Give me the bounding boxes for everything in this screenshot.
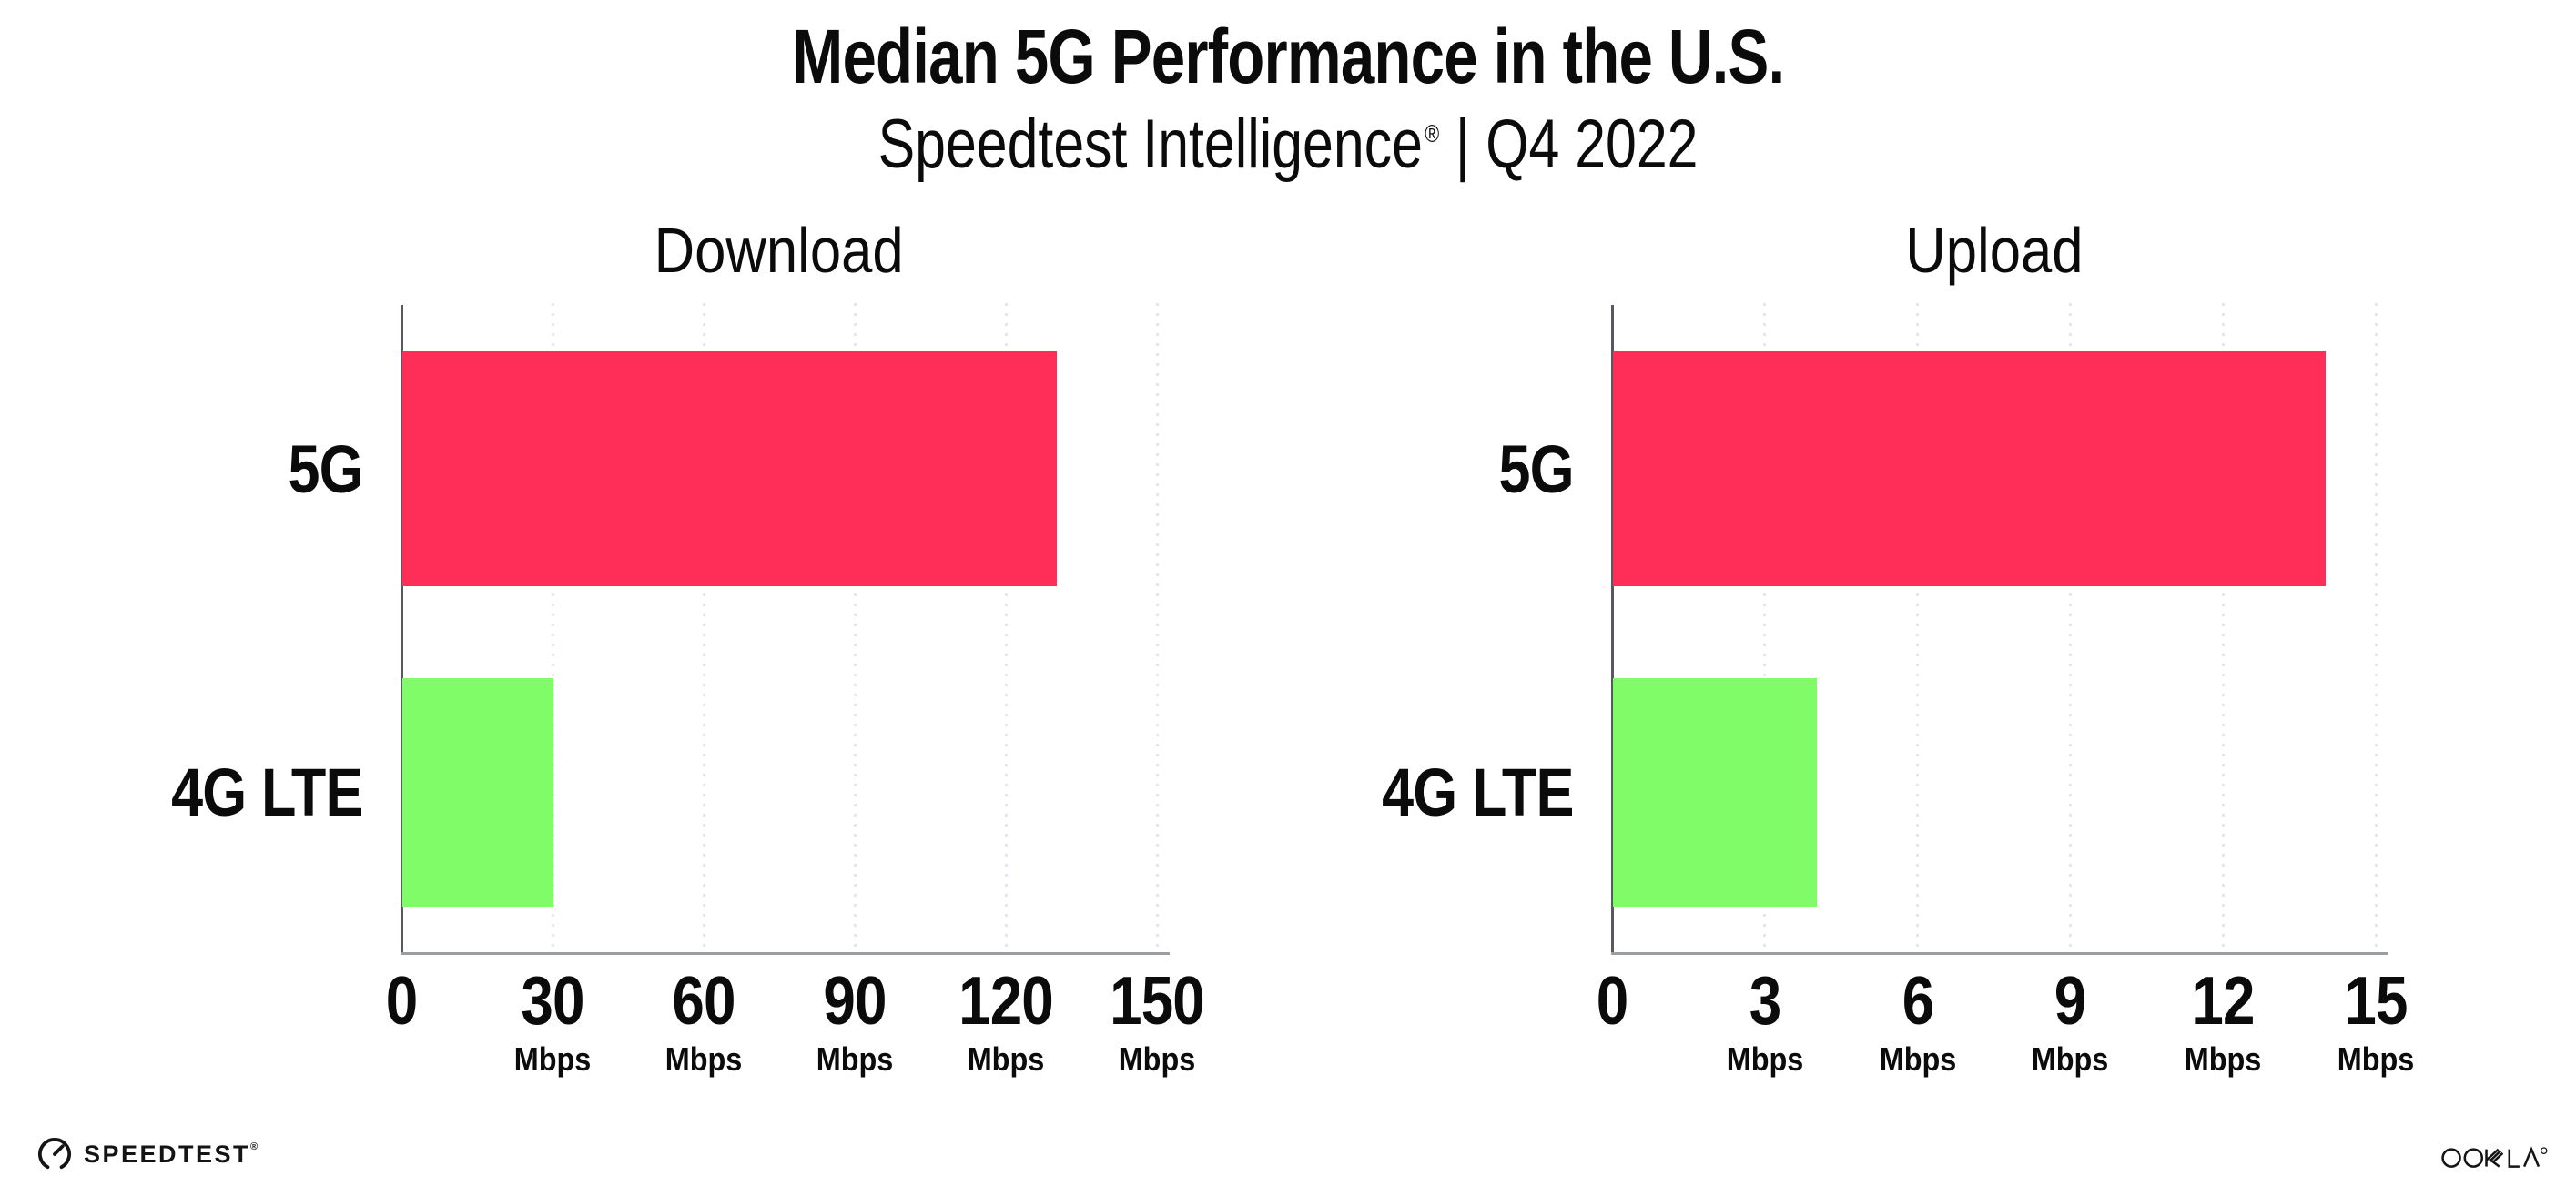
axis-tick-0: 0 — [1596, 962, 1628, 1039]
y-axis-line — [1611, 305, 1614, 954]
gridline-60 — [702, 303, 705, 953]
axis-tick-30: 30 Mbps — [513, 962, 592, 1078]
axis-tick-3: 3 Mbps — [1726, 962, 1804, 1078]
subtitle-separator: | — [1455, 106, 1470, 183]
page-subtitle: Speedtest Intelligence® | Q4 2022 — [0, 106, 2576, 183]
axis-tick-90: 90 Mbps — [816, 962, 894, 1078]
gridline-90 — [853, 303, 857, 953]
gridline-9 — [2068, 303, 2072, 953]
ookla-wordmark — [2441, 1146, 2548, 1168]
subtitle-brand: Speedtest Intelligence — [877, 106, 1423, 183]
axis-tick-0: 0 — [385, 962, 418, 1039]
x-axis-line — [1611, 952, 2388, 955]
plot-area — [1611, 303, 2388, 955]
axis-tick-150: 150 Mbps — [1110, 962, 1205, 1078]
axis-tick-12: 12 Mbps — [2184, 962, 2262, 1078]
download-chart-title: Download — [654, 215, 904, 286]
registered-trademark-symbol: ® — [1425, 120, 1440, 147]
gridline-12 — [2221, 303, 2225, 953]
x-axis-line — [401, 952, 1170, 955]
gridline-120 — [1004, 303, 1008, 953]
axis-ticks: 0 3 Mbps 6 Mbps 9 Mbps 12 Mbps 15 Mbps — [1597, 962, 2415, 1085]
subtitle-period: Q4 2022 — [1486, 106, 1699, 183]
axis-tick-60: 60 Mbps — [664, 962, 743, 1078]
bar-4g-lte — [1613, 678, 1817, 907]
ookla-logo — [2441, 1141, 2549, 1175]
axis-tick-15: 15 Mbps — [2337, 962, 2415, 1078]
axis-tick-120: 120 Mbps — [958, 962, 1054, 1078]
upload-chart-title: Upload — [1904, 215, 2084, 286]
gridline-15 — [2374, 303, 2378, 953]
speedtest-wordmark: SPEEDTEST® — [84, 1140, 259, 1168]
bar-5g — [1613, 351, 2327, 586]
axis-tick-9: 9 Mbps — [2032, 962, 2109, 1078]
category-label: 4G LTE — [1382, 755, 1575, 830]
y-axis-line — [401, 305, 403, 954]
bar-4g-lte — [402, 678, 553, 907]
category-label: 4G LTE — [171, 755, 364, 830]
bar-5g — [402, 351, 1058, 586]
page-title: Median 5G Performance in the U.S. — [791, 14, 1785, 99]
speedtest-registered-symbol: ® — [250, 1141, 259, 1152]
category-label: 5G — [288, 431, 364, 507]
gridline-150 — [1155, 303, 1159, 953]
plot-area — [401, 303, 1170, 955]
gridline-6 — [1916, 303, 1920, 953]
gridline-30 — [551, 303, 554, 953]
category-label: 5G — [1498, 431, 1575, 507]
axis-ticks: 0 30 Mbps 60 Mbps 90 Mbps 120 Mbps 150 Mbps — [386, 962, 1205, 1085]
speedtest-gauge-icon — [38, 1138, 71, 1170]
axis-tick-6: 6 Mbps — [1879, 962, 1956, 1078]
speedtest-logo: SPEEDTEST® — [36, 1136, 258, 1172]
gridline-3 — [1763, 303, 1767, 953]
